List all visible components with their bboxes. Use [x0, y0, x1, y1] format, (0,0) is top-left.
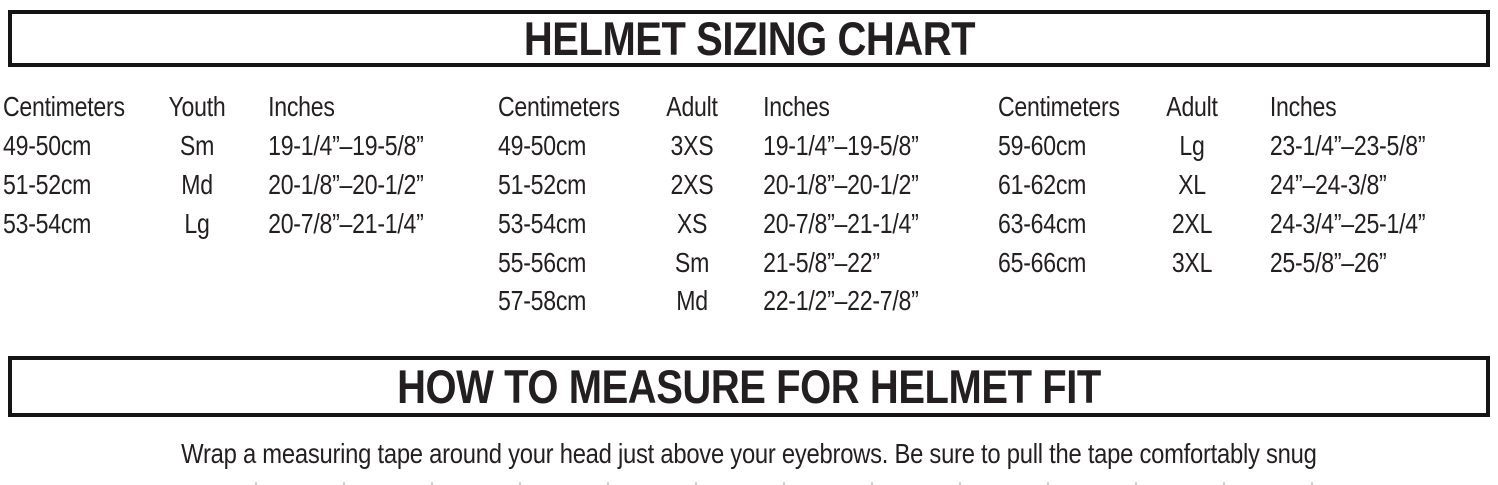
- column-header-centimeters: Centimeters: [3, 91, 125, 123]
- table-cell: 55-56cm: [498, 246, 587, 278]
- table-cell: Sm: [179, 130, 215, 162]
- table-header-row: Centimeters Adult Inches: [498, 88, 996, 127]
- table-cell: 57-58cm: [498, 285, 587, 317]
- sizing-chart-title: HELMET SIZING CHART: [523, 12, 975, 65]
- table-cell: 3XL: [1171, 246, 1213, 278]
- table-cell: 21-5/8”–22”: [763, 246, 880, 278]
- column-header-youth: Youth: [168, 91, 226, 123]
- table-row: 65-66cm 3XL 25-5/8”–26”: [998, 243, 1498, 282]
- column-header-inches: Inches: [268, 91, 335, 123]
- column-header-inches: Inches: [763, 91, 830, 123]
- table-cell: Md: [676, 285, 708, 317]
- table-cell: 51-52cm: [498, 168, 587, 200]
- table-cell: XS: [676, 207, 708, 239]
- table-cell: 49-50cm: [3, 130, 92, 162]
- table-cell: Lg: [1179, 130, 1205, 162]
- table-cell: 63-64cm: [998, 207, 1087, 239]
- table-row: 49-50cm 3XS 19-1/4”–19-5/8”: [498, 127, 996, 166]
- cropped-text-remnant: [255, 482, 1375, 485]
- table-cell: 65-66cm: [998, 246, 1087, 278]
- table-row: 53-54cm Lg 20-7/8”–21-1/4”: [3, 204, 496, 243]
- table-row: 55-56cm Sm 21-5/8”–22”: [498, 243, 996, 282]
- sizing-table-group-adult-large: Centimeters Adult Inches 59-60cm Lg 23-1/4…: [998, 88, 1498, 282]
- measuring-instructions-text: Wrap a measuring tape around your head j…: [181, 438, 1317, 469]
- table-cell: 2XS: [670, 168, 714, 200]
- table-cell: Sm: [674, 246, 710, 278]
- table-cell: 61-62cm: [998, 168, 1087, 200]
- table-cell: Lg: [184, 207, 210, 239]
- table-cell: Md: [181, 168, 213, 200]
- table-cell: 3XS: [670, 130, 714, 162]
- table-body: 49-50cm Sm 19-1/4”–19-5/8” 51-52cm Md 20-1/8”…: [3, 127, 496, 243]
- table-row: 57-58cm Md 22-1/2”–22-7/8”: [498, 282, 996, 321]
- table-cell: 24”–24-3/8”: [1269, 168, 1387, 200]
- how-to-measure-title: HOW TO MEASURE FOR HELMET FIT: [397, 360, 1101, 413]
- table-cell: 22-1/2”–22-7/8”: [763, 285, 919, 317]
- measuring-instructions: Wrap a measuring tape around your head j…: [0, 437, 1498, 471]
- how-to-measure-title-bar: HOW TO MEASURE FOR HELMET FIT: [8, 356, 1490, 417]
- table-row: 49-50cm Sm 19-1/4”–19-5/8”: [3, 127, 496, 166]
- table-body: 59-60cm Lg 23-1/4”–23-5/8” 61-62cm XL 24”–24-…: [998, 127, 1498, 282]
- column-header-adult: Adult: [666, 91, 718, 123]
- table-row: 61-62cm XL 24”–24-3/8”: [998, 166, 1498, 205]
- column-header-centimeters: Centimeters: [998, 91, 1120, 123]
- table-cell: 24-3/4”–25-1/4”: [1269, 207, 1426, 239]
- table-header-row: Centimeters Youth Inches: [3, 88, 496, 127]
- table-cell: 53-54cm: [498, 207, 587, 239]
- table-cell: 20-7/8”–21-1/4”: [763, 207, 919, 239]
- table-cell: 20-7/8”–21-1/4”: [268, 207, 424, 239]
- table-row: 59-60cm Lg 23-1/4”–23-5/8”: [998, 127, 1498, 166]
- table-cell: 20-1/8”–20-1/2”: [268, 168, 424, 200]
- table-cell: 59-60cm: [998, 130, 1087, 162]
- table-cell: 19-1/4”–19-5/8”: [763, 130, 919, 162]
- column-header-centimeters: Centimeters: [498, 91, 620, 123]
- sizing-table-group-adult-small: Centimeters Adult Inches 49-50cm 3XS 19-1/…: [498, 88, 996, 321]
- table-cell: 2XL: [1171, 207, 1213, 239]
- table-row: 63-64cm 2XL 24-3/4”–25-1/4”: [998, 204, 1498, 243]
- table-cell: 49-50cm: [498, 130, 587, 162]
- table-cell: 51-52cm: [3, 168, 92, 200]
- table-body: 49-50cm 3XS 19-1/4”–19-5/8” 51-52cm 2XS 20-1/…: [498, 127, 996, 321]
- table-row: 51-52cm Md 20-1/8”–20-1/2”: [3, 166, 496, 205]
- table-cell: XL: [1178, 168, 1206, 200]
- table-row: 51-52cm 2XS 20-1/8”–20-1/2”: [498, 166, 996, 205]
- table-cell: 19-1/4”–19-5/8”: [268, 130, 424, 162]
- column-header-adult: Adult: [1166, 91, 1218, 123]
- sizing-chart-title-bar: HELMET SIZING CHART: [8, 10, 1490, 67]
- table-header-row: Centimeters Adult Inches: [998, 88, 1498, 127]
- table-row: 53-54cm XS 20-7/8”–21-1/4”: [498, 204, 996, 243]
- table-cell: 23-1/4”–23-5/8”: [1269, 130, 1426, 162]
- column-header-inches: Inches: [1269, 91, 1337, 123]
- sizing-table-group-youth: Centimeters Youth Inches 49-50cm Sm 19-1/4…: [3, 88, 496, 243]
- table-cell: 53-54cm: [3, 207, 92, 239]
- table-cell: 25-5/8”–26”: [1269, 246, 1387, 278]
- table-cell: 20-1/8”–20-1/2”: [763, 168, 919, 200]
